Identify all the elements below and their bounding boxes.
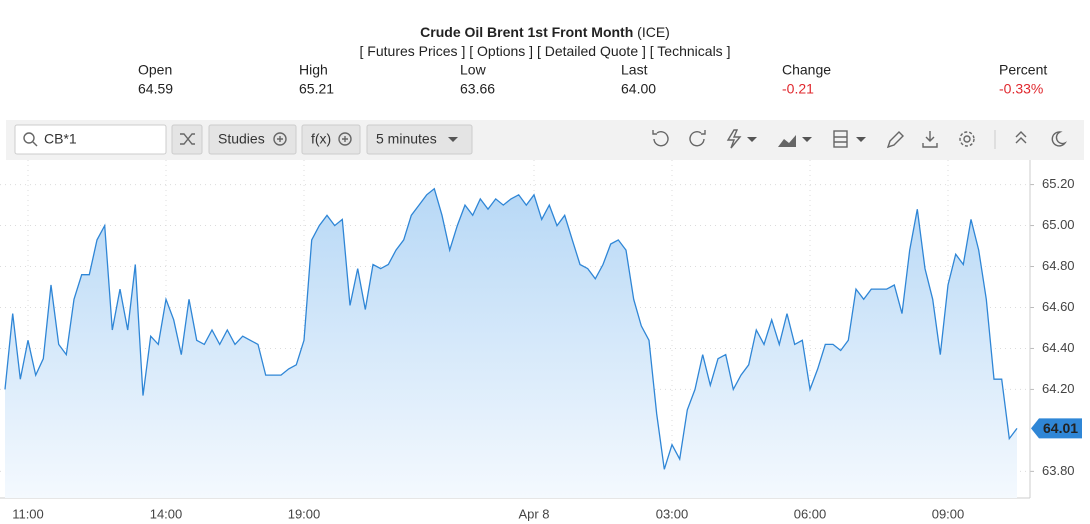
studies-button[interactable] [208, 124, 297, 155]
area-fill [5, 188, 1017, 498]
symbol: CB*1 [44, 131, 77, 147]
quote-value: 63.66 [460, 81, 495, 97]
toolbar [6, 120, 1084, 160]
price-line [4, 187, 1018, 470]
quote-link[interactable]: [ Detailed Quote ] [537, 43, 646, 59]
x-tick-label: 14:00 [150, 506, 183, 521]
quote-label: Last [621, 62, 648, 78]
fx-button[interactable] [301, 124, 361, 155]
quote-label: Change [782, 62, 831, 78]
last-price-flag [1031, 418, 1082, 439]
x-tick-label: 11:00 [12, 506, 44, 521]
interval-label: 5 minutes [376, 131, 437, 147]
quote-label: Open [138, 62, 172, 78]
quote-row: Open 64.59 High 65.21 Low 63.66 Last 64.00 Chang… [138, 62, 1047, 97]
fx-label: f(x) [311, 131, 331, 147]
quote-label: Low [460, 62, 487, 78]
interval-button[interactable] [366, 124, 473, 155]
title: Crude Oil Brent 1st Front Month [420, 24, 633, 40]
studies-label: Studies [218, 131, 265, 147]
quote-value: 64.00 [621, 81, 656, 97]
quote-value: -0.21 [782, 81, 814, 97]
quote-label: High [299, 62, 328, 78]
y-tick-label: 65.20 [1042, 176, 1075, 191]
quote-label: Percent [999, 62, 1047, 78]
quote-value: 65.21 [299, 81, 334, 97]
plot-area: 63.80 64.20 64.40 64.60 64.80 65.00 65.20 11:00… [0, 160, 1082, 521]
y-tick-label: 64.80 [1042, 258, 1075, 273]
quote-link[interactable]: [ Technicals ] [650, 43, 731, 59]
quote-link[interactable]: [ Options ] [469, 43, 533, 59]
quote-value: 64.59 [138, 81, 173, 97]
y-tick-label: 64.20 [1042, 381, 1075, 396]
x-tick-label: 06:00 [794, 506, 827, 521]
quote-links: [ Futures Prices ] [ Options ] [ Detaile… [360, 43, 731, 59]
x-tick-label: 09:00 [932, 506, 965, 521]
x-tick-label: 19:00 [288, 506, 321, 521]
x-tick-label: Apr 8 [518, 506, 549, 521]
quote-title: Crude Oil Brent 1st Front Month (ICE) [420, 24, 670, 40]
y-tick-label: 63.80 [1042, 463, 1075, 478]
quote-link[interactable]: [ Futures Prices ] [360, 43, 466, 59]
quote-value: -0.33% [999, 81, 1043, 97]
exchange: (ICE) [637, 24, 670, 40]
y-tick-label: 65.00 [1042, 217, 1075, 232]
symbol-search[interactable] [14, 124, 167, 155]
last-price-label: 64.01 [1043, 420, 1078, 436]
y-tick-label: 64.60 [1042, 299, 1075, 314]
y-tick-label: 64.40 [1042, 340, 1075, 355]
toolbar-icons[interactable] [652, 129, 1068, 149]
x-tick-label: 03:00 [656, 506, 689, 521]
